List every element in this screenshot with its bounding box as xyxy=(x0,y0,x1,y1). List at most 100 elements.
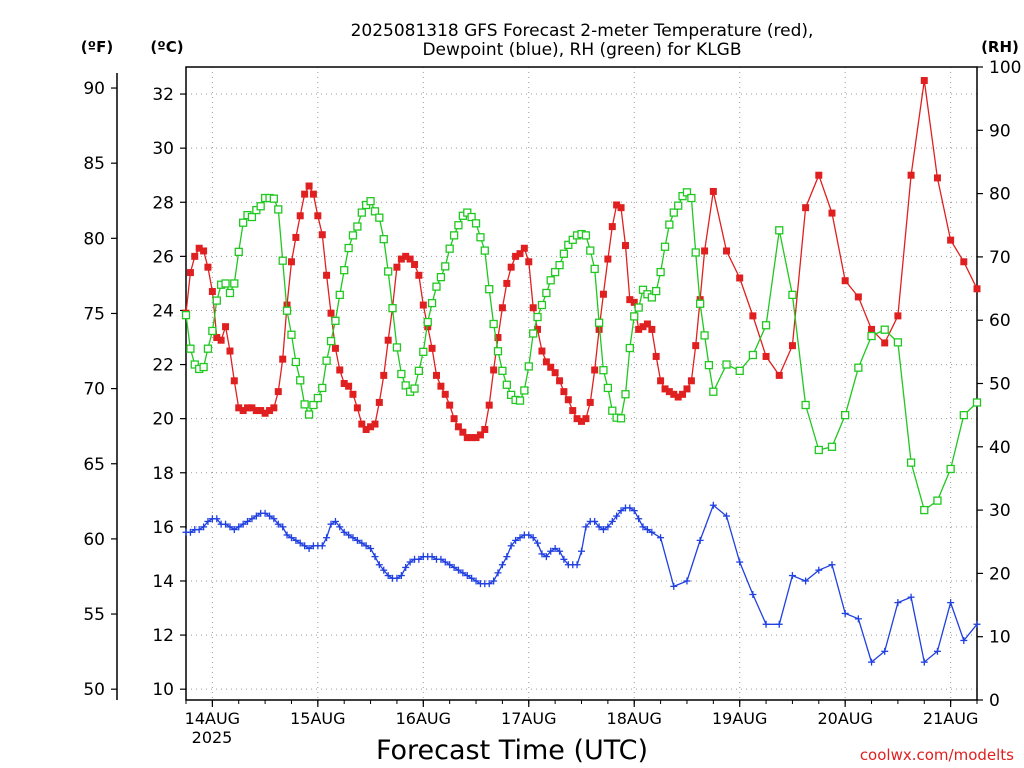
data-point xyxy=(296,376,305,385)
data-point xyxy=(270,515,278,523)
data-point xyxy=(749,312,757,320)
data-point xyxy=(907,171,915,179)
data-point xyxy=(367,423,375,431)
data-point xyxy=(494,334,502,342)
data-point xyxy=(599,290,607,298)
data-point xyxy=(384,572,392,580)
chart-title-line-1: 2025081318 GFS Forecast 2-meter Temperat… xyxy=(351,21,814,41)
data-point xyxy=(639,323,647,331)
data-point xyxy=(362,542,370,550)
data-point xyxy=(613,512,621,520)
data-point xyxy=(972,398,982,407)
data-point xyxy=(331,517,339,525)
data-point xyxy=(556,377,564,385)
data-point xyxy=(424,323,432,331)
data-point xyxy=(226,523,234,531)
data-point xyxy=(507,542,515,550)
data-point xyxy=(906,458,916,467)
data-point xyxy=(788,290,797,300)
rh-tick-label: 40 xyxy=(989,438,1011,458)
rh-tick-label: 100 xyxy=(989,58,1021,78)
data-point xyxy=(503,279,511,287)
data-point xyxy=(736,274,744,282)
data-point xyxy=(195,244,203,252)
celsius-tick-label: 10 xyxy=(152,680,174,700)
data-point xyxy=(647,293,656,302)
data-point xyxy=(881,339,889,347)
data-point xyxy=(538,550,546,558)
data-point xyxy=(665,220,674,229)
data-point xyxy=(550,267,560,277)
data-point xyxy=(283,531,291,539)
data-point xyxy=(463,572,471,580)
data-point xyxy=(274,388,282,396)
data-point xyxy=(594,318,604,327)
data-point xyxy=(266,512,274,520)
data-point xyxy=(436,273,446,282)
fahrenheit-tick-label: 85 xyxy=(83,154,105,174)
data-point xyxy=(213,515,221,523)
fahrenheit-unit-label: (ºF) xyxy=(81,38,113,56)
data-point xyxy=(375,398,383,406)
data-point xyxy=(318,542,326,550)
data-point xyxy=(559,249,569,258)
data-point xyxy=(217,336,225,344)
data-point xyxy=(340,266,349,275)
data-point xyxy=(406,558,414,566)
data-point xyxy=(683,385,691,393)
data-point xyxy=(445,244,454,253)
data-point xyxy=(370,207,380,216)
data-series xyxy=(181,77,982,666)
data-point xyxy=(586,246,595,255)
data-point xyxy=(735,366,744,375)
data-point xyxy=(920,77,928,85)
data-point xyxy=(652,286,661,296)
data-point xyxy=(331,344,339,352)
data-point xyxy=(542,358,550,366)
axes: 10 12 14 16 18 20 22 24 26 28 30 32 50 55 60 65 70 75 80 85… xyxy=(83,58,1021,728)
data-point xyxy=(947,599,955,607)
data-point xyxy=(626,296,634,304)
data-point xyxy=(485,285,494,294)
data-point xyxy=(257,407,265,415)
data-point xyxy=(274,205,283,214)
data-point xyxy=(256,202,265,211)
celsius-tick-label: 12 xyxy=(152,626,174,646)
chart-title-line-2: Dewpoint (blue), RH (green) for KLGB xyxy=(422,40,741,60)
data-point xyxy=(828,209,836,217)
data-point xyxy=(301,190,309,198)
data-point xyxy=(674,393,682,401)
data-point xyxy=(402,563,410,571)
series-dewpoint xyxy=(182,501,981,666)
data-point xyxy=(524,362,533,371)
data-point xyxy=(652,352,660,360)
rh-tick-label: 20 xyxy=(989,564,1011,584)
data-point xyxy=(344,243,353,253)
data-point xyxy=(502,380,511,389)
data-point xyxy=(371,420,379,428)
data-point xyxy=(485,401,493,409)
data-point xyxy=(446,401,454,409)
data-point xyxy=(472,577,480,585)
data-point xyxy=(336,523,344,531)
data-point xyxy=(512,536,520,544)
data-point xyxy=(331,316,340,325)
data-point xyxy=(700,331,709,340)
data-point xyxy=(946,464,955,474)
data-point xyxy=(471,219,481,228)
data-point xyxy=(375,213,384,222)
data-point xyxy=(357,208,366,217)
data-point xyxy=(414,366,424,375)
data-point xyxy=(195,526,203,534)
data-point xyxy=(191,252,199,260)
data-point xyxy=(933,647,941,655)
data-point xyxy=(556,547,564,555)
data-point xyxy=(564,240,573,250)
x-tick-label: 18AUG xyxy=(607,709,662,728)
data-point xyxy=(960,258,968,266)
data-point xyxy=(296,212,304,220)
data-point xyxy=(657,534,665,542)
data-point xyxy=(234,247,243,256)
fahrenheit-tick-label: 70 xyxy=(83,380,105,400)
fahrenheit-tick-label: 50 xyxy=(83,680,105,700)
